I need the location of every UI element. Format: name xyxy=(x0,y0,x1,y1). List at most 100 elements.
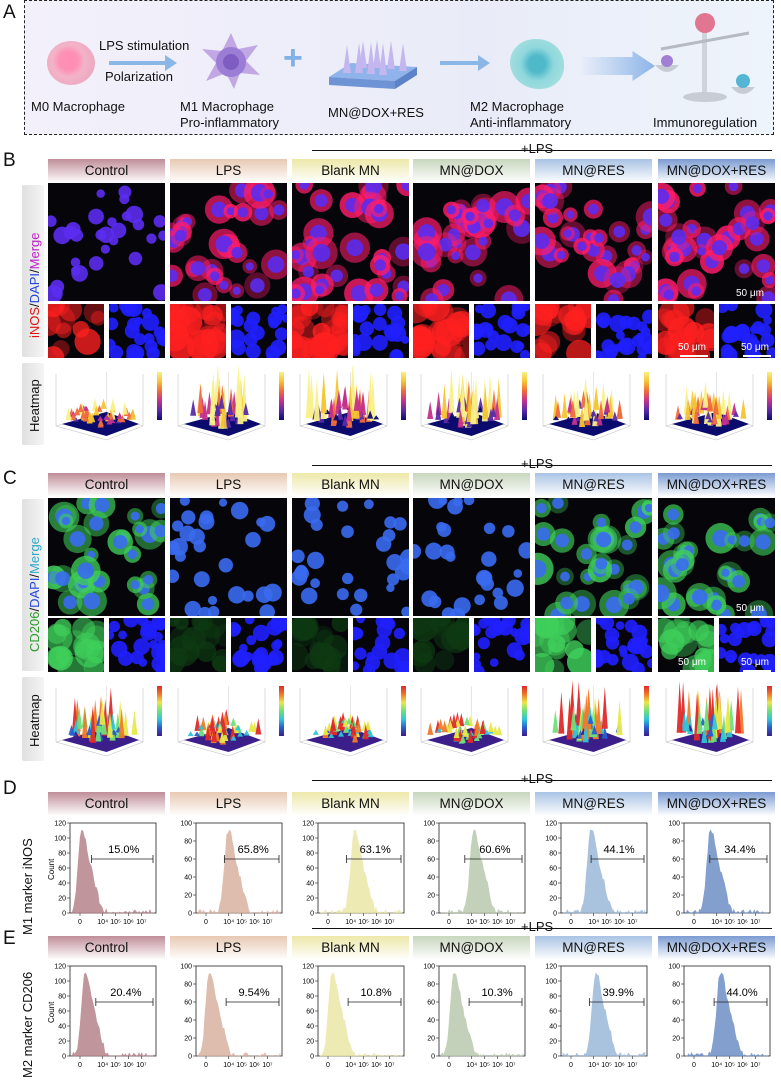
panel-e-histogram-5: 100 80 60 40 20 0 0 10⁴ 10⁵ 10⁶ 10⁷ 44.0% xyxy=(668,964,771,1069)
panel-e-ytick-3-0: 100 xyxy=(423,964,435,971)
m0-label: M0 Macrophage xyxy=(31,99,125,114)
panel-c-dapi-5 xyxy=(719,618,775,672)
panel-b-heatmap-3-surface xyxy=(420,368,527,441)
panel-b-header-4: MN@RES xyxy=(535,159,652,183)
panel-e-histogram-2: 120 100 80 60 40 20 0 0 10⁴ 10⁵ 10⁶ 10⁷ 10.8% xyxy=(302,964,405,1069)
panel-c-heatmap-4-colorbar xyxy=(644,686,649,736)
panel-e-curve-3 xyxy=(440,973,524,1057)
panel-b-scalebar-main-bar xyxy=(738,301,772,303)
panel-e-ytick-3-5: 0 xyxy=(431,1054,435,1061)
panel-e-xtick-1-4: 10⁷ xyxy=(262,1062,273,1069)
panel-c-merge-1 xyxy=(170,498,287,616)
panel-e-ytick-1-2: 60 xyxy=(184,1000,192,1007)
panel-d-histogram-0: 120 100 80 60 40 20 0 Count 0 10⁴ 10⁵ 10⁶ 10⁷ 15.0% xyxy=(47,821,157,926)
panel-d-xtick-4-1: 10⁴ xyxy=(588,919,599,926)
panel-b-heatmap-1 xyxy=(170,363,287,444)
mn-label: MN@DOX+RES xyxy=(328,105,424,120)
panel-b-heatmap-4 xyxy=(535,366,652,444)
panel-d-ytick-1-5: 0 xyxy=(188,911,192,918)
panel-e-plot-4: 120 100 80 60 40 20 0 0 10⁴ 10⁵ 10⁶ 10⁷ 39.9% xyxy=(539,960,651,1086)
panel-d-xtick-5-4: 10⁷ xyxy=(750,919,761,926)
panel-e-xtick-2-4: 10⁷ xyxy=(384,1062,395,1069)
panel-c-cd206-5-cells xyxy=(658,618,714,672)
panel-e-ytick-5-4: 20 xyxy=(672,1036,680,1043)
panel-b-row-label-part-2: DAPI xyxy=(27,272,42,304)
panel-d-xtick-5-0: 0 xyxy=(692,919,696,926)
panel-c-header-2: Blank MN xyxy=(292,473,409,497)
panel-d-header-1: LPS xyxy=(170,792,287,816)
panel-d-label: D xyxy=(3,778,17,799)
panel-d-header-5: MN@DOX+RES xyxy=(658,792,775,816)
panel-b-heatmap-4-colorbar xyxy=(644,372,649,420)
panel-e-header-3: MN@DOX xyxy=(413,936,530,960)
panel-e-xtick-2-0: 0 xyxy=(326,1062,330,1069)
panel-e-ytick-4-0: 120 xyxy=(545,964,557,971)
panel-c-dapi-1 xyxy=(231,618,287,672)
panel-e-histogram-0: 120 100 80 60 40 20 0 Count 0 10⁴ 10⁵ 10⁶ 10⁷ 20.4% xyxy=(47,964,157,1069)
panel-c-cd206-1 xyxy=(170,618,226,672)
m1-label-line2: Pro-inflammatory xyxy=(180,115,279,130)
panel-c-heatmap-1-colorbar xyxy=(279,686,284,736)
panel-c-heatmap-2-surface xyxy=(299,686,406,757)
panel-e-xtick-4-4: 10⁷ xyxy=(627,1062,638,1069)
panel-e-xtick-5-4: 10⁷ xyxy=(750,1062,761,1069)
panel-e-xtick-3-1: 10⁴ xyxy=(466,1062,477,1069)
panel-e-ytick-1-1: 80 xyxy=(184,982,192,989)
panel-e-header-0: Control xyxy=(48,936,165,960)
panel-b-heatmap-1-colorbar xyxy=(279,372,284,420)
panel-d-ytick-2-0: 120 xyxy=(302,821,314,828)
panel-d-xtick-5-1: 10⁴ xyxy=(711,919,722,926)
panel-d-percentage-1: 65.8% xyxy=(238,844,269,856)
panel-d-ytick-1-0: 100 xyxy=(180,821,192,828)
panel-e-xtick-2-1: 10⁴ xyxy=(345,1062,356,1069)
panel-e-ytick-2-4: 40 xyxy=(306,1024,314,1031)
panel-d-ytick-1-3: 40 xyxy=(184,875,192,882)
panel-d-xtick-0-2: 10⁵ xyxy=(110,919,121,926)
panel-d-ytick-2-1: 100 xyxy=(302,836,314,843)
panel-e-xtick-5-2: 10⁵ xyxy=(724,1062,735,1069)
panel-d-histogram-5: 100 80 60 40 20 0 0 10⁴ 10⁵ 10⁶ 10⁷ 34.4% xyxy=(668,821,771,926)
panel-b-heatmap-label-part-0: Heatmap xyxy=(27,379,42,432)
panel-d-curve-1 xyxy=(197,829,281,914)
panel-d-lps-label: +LPS xyxy=(521,771,554,786)
panel-b-band-images xyxy=(22,185,44,357)
panel-b-inos-3 xyxy=(413,304,469,358)
panel-b-heatmap-2-colorbar xyxy=(401,372,406,420)
m2-label-line1: M2 Macrophage xyxy=(470,99,564,114)
panel-b-row-label-part-3: / xyxy=(27,269,42,273)
panel-c-row-label: CD206/DAPI/Merge xyxy=(27,537,42,652)
panel-b-header-1: LPS xyxy=(170,159,287,183)
panel-d-ytick-3-1: 80 xyxy=(427,839,435,846)
panel-e-ytick-0-1: 100 xyxy=(54,979,66,986)
panel-b-dapi-2 xyxy=(353,304,409,358)
panel-c-merge-3 xyxy=(413,498,530,616)
panel-c-heatmap-0 xyxy=(48,680,165,760)
panel-b-row-label-part-1: / xyxy=(27,303,42,307)
panel-c-dapi-3-cells xyxy=(474,618,530,672)
panel-d-xtick-0-0: 0 xyxy=(78,919,82,926)
panel-d-ytick-3-5: 0 xyxy=(431,911,435,918)
panel-c-dapi-5-cells xyxy=(719,618,775,672)
plus-icon: + xyxy=(283,39,303,77)
panel-e-percentage-5: 44.0% xyxy=(726,987,757,999)
panel-e-plot-1: 100 80 60 40 20 0 0 10⁴ 10⁵ 10⁶ 10⁷ 9.54% xyxy=(174,960,286,1086)
panel-c-cd206-4 xyxy=(535,618,591,672)
panel-e-xtick-3-4: 10⁷ xyxy=(505,1062,516,1069)
panel-d-histogram-3: 100 80 60 40 20 0 0 10⁴ 10⁵ 10⁶ 10⁷ 60.6% xyxy=(423,821,526,926)
panel-e-ytick-0-5: 20 xyxy=(58,1039,66,1046)
panel-d-ytick-0-1: 100 xyxy=(54,836,66,843)
panel-c-header-5: MN@DOX+RES xyxy=(658,473,775,497)
panel-c-merge-2 xyxy=(292,498,409,616)
panel-c-merge-5-cells xyxy=(658,504,775,616)
panel-d-percentage-2: 63.1% xyxy=(360,844,391,856)
panel-d-ytick-4-4: 40 xyxy=(549,881,557,888)
panel-e-ytick-2-6: 0 xyxy=(310,1054,314,1061)
panel-e-ytick-1-0: 100 xyxy=(180,964,192,971)
immunoregulation-label: Immunoregulation xyxy=(653,115,758,130)
panel-c-merge-3-cells xyxy=(413,498,530,616)
panel-b-merge-1-cells xyxy=(170,183,287,301)
panel-e-ytick-0-0: 120 xyxy=(54,964,66,971)
panel-e-xtick-1-0: 0 xyxy=(204,1062,208,1069)
panel-c-row-label-part-3: / xyxy=(27,573,42,578)
panel-c-row-label-part-1: / xyxy=(27,607,42,612)
